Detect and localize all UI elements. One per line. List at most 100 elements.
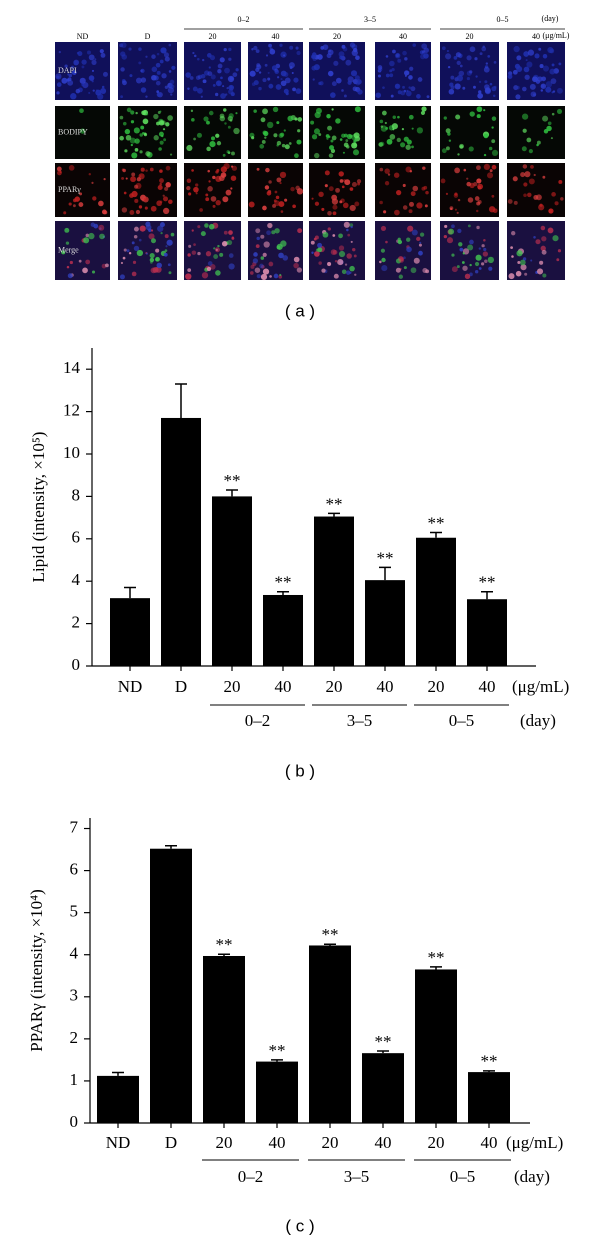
- cell: [296, 267, 303, 273]
- cell: [135, 209, 141, 215]
- cell: [167, 263, 171, 267]
- cell: [219, 113, 225, 119]
- cell: [165, 122, 170, 127]
- cell: [443, 234, 448, 239]
- cell: [99, 233, 105, 240]
- cell: [327, 211, 332, 216]
- cell: [520, 172, 526, 178]
- cell: [297, 129, 301, 133]
- cell: [168, 43, 172, 47]
- cell: [284, 77, 291, 84]
- cell: [551, 192, 556, 197]
- cell: [333, 60, 339, 66]
- cell: [522, 86, 527, 92]
- cell: [159, 110, 162, 113]
- cell: [133, 226, 139, 232]
- cell: [507, 74, 513, 79]
- cell: [313, 128, 321, 135]
- cell: [215, 248, 218, 252]
- x-tick-label: 40: [375, 1133, 392, 1152]
- cell: [508, 273, 515, 280]
- cell: [170, 232, 175, 237]
- cell: [61, 250, 66, 255]
- cell: [406, 89, 409, 92]
- cell: [160, 47, 167, 54]
- cell: [341, 44, 346, 49]
- cell: [203, 116, 209, 122]
- cell: [342, 202, 349, 209]
- cell: [475, 254, 482, 261]
- cell: [558, 62, 562, 66]
- cell: [269, 47, 273, 51]
- cell: [516, 250, 523, 257]
- cell: [192, 51, 195, 55]
- cell: [416, 202, 423, 209]
- cell: [381, 264, 388, 272]
- cell: [188, 244, 192, 248]
- cell: [205, 193, 209, 197]
- cell: [85, 259, 91, 265]
- bar: [97, 1075, 139, 1123]
- cell: [164, 85, 169, 90]
- cell: [456, 74, 464, 82]
- cell: [207, 71, 213, 77]
- cell: [384, 168, 390, 174]
- bar: [203, 955, 245, 1123]
- y-tick-label: 4: [72, 570, 81, 589]
- cell: [324, 170, 330, 176]
- cell: [478, 90, 482, 94]
- cell: [148, 233, 155, 240]
- cell: [357, 89, 363, 95]
- cell: [335, 77, 342, 84]
- x-tick-label: D: [165, 1133, 177, 1152]
- cell: [167, 87, 174, 94]
- cell: [165, 245, 168, 248]
- cell: [479, 52, 483, 56]
- cell: [159, 178, 164, 184]
- cell: [200, 231, 206, 237]
- cell: [278, 201, 285, 208]
- cell: [259, 263, 264, 269]
- cell: [550, 78, 557, 85]
- cell: [155, 248, 160, 253]
- cell: [338, 250, 346, 258]
- cell: [228, 230, 233, 235]
- micrograph: [248, 163, 303, 217]
- cell: [440, 178, 446, 184]
- cell: [254, 267, 261, 273]
- micrograph: [118, 42, 177, 100]
- cell: [213, 254, 219, 259]
- cell: [266, 121, 274, 129]
- cell: [121, 207, 128, 213]
- cell: [88, 172, 91, 176]
- cell: [321, 207, 325, 211]
- cell: [215, 133, 220, 138]
- cell: [352, 247, 356, 252]
- cell: [279, 273, 282, 277]
- cell: [474, 270, 479, 274]
- cell: [552, 90, 556, 93]
- cell: [280, 70, 287, 77]
- cell: [208, 66, 211, 69]
- cell: [418, 250, 423, 256]
- cell: [105, 263, 109, 268]
- cell: [281, 143, 286, 148]
- dose-unit: (μg/mL): [543, 31, 570, 40]
- cell: [356, 179, 362, 184]
- cell: [217, 69, 222, 74]
- cell: [217, 244, 220, 248]
- cell: [548, 209, 553, 214]
- dose-label: 40: [272, 32, 280, 41]
- cell: [78, 202, 84, 207]
- cell: [150, 238, 156, 244]
- cell: [235, 68, 239, 72]
- cell: [268, 83, 274, 89]
- bar: [212, 496, 252, 666]
- cell: [416, 236, 421, 242]
- micrograph: [507, 221, 565, 280]
- cell: [215, 199, 221, 206]
- cell: [262, 205, 267, 211]
- cell: [331, 81, 337, 87]
- cell: [451, 253, 455, 257]
- cell: [122, 80, 127, 86]
